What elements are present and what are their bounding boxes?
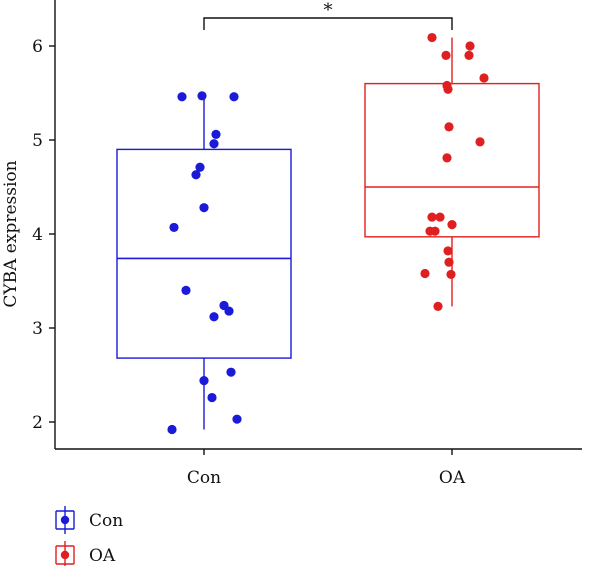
data-point [209,139,219,149]
data-point [427,212,437,222]
legend-label: OA [89,546,116,566]
data-point [197,91,207,101]
data-point [199,203,209,213]
data-point [475,137,485,147]
legend: Con OA [55,506,123,566]
data-point [420,268,430,279]
data-point [167,424,177,435]
data-point [169,222,179,233]
y-tick-label: 4 [32,225,43,245]
data-point [430,226,440,236]
data-point [195,162,205,172]
significance-bracket [203,17,453,30]
data-point [229,92,239,102]
data-point [444,257,454,267]
legend-item: OA [55,541,116,566]
data-point [224,306,234,316]
plot-area: * [116,0,540,435]
data-point [443,246,453,256]
data-point [465,41,475,51]
data-point [199,376,209,386]
data-point [226,367,236,377]
data-point [446,269,456,280]
data-point [464,50,474,61]
box [116,148,292,359]
data-point [211,129,221,139]
y-tick-label: 5 [32,131,43,151]
data-point [191,170,201,180]
x-tick-label: OA [439,468,466,488]
axes: 2 3 4 5 6 CYBA expression Con OA [1,0,582,488]
legend-swatch-point [60,515,70,525]
y-tick-label: 6 [32,37,43,57]
y-tick-label: 3 [32,319,43,339]
data-point [209,312,219,322]
data-point [427,32,437,43]
data-point [442,153,452,163]
data-point [207,392,217,403]
legend-swatch-point [60,550,70,560]
significance-label: * [324,0,333,21]
data-point [181,285,191,295]
data-point [232,414,242,424]
data-point [447,220,457,230]
legend-item: Con [55,506,123,534]
legend-label: Con [89,511,123,531]
data-point [433,301,443,311]
x-tick-label: Con [187,468,221,488]
box [364,82,540,238]
y-axis-title: CYBA expression [1,160,21,307]
y-tick-label: 2 [32,413,43,433]
data-point [441,50,451,61]
data-point [177,92,187,102]
data-point [479,73,489,83]
data-point [444,122,454,132]
data-point [435,212,445,222]
data-point [443,84,453,94]
